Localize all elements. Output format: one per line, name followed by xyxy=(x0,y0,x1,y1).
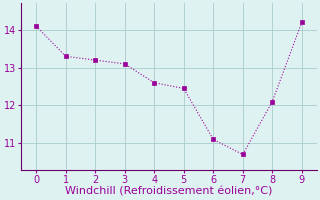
X-axis label: Windchill (Refroidissement éolien,°C): Windchill (Refroidissement éolien,°C) xyxy=(65,187,273,197)
